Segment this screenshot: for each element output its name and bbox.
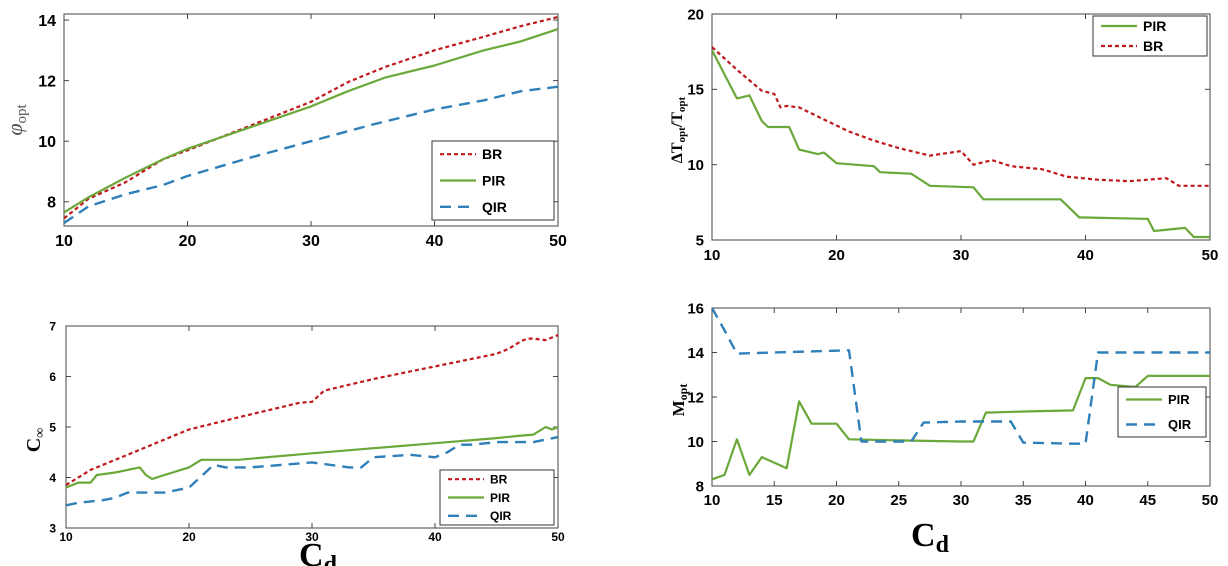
y-axis-label: C∞ xyxy=(23,428,48,452)
series-line-qir xyxy=(712,308,1210,445)
x-tick-label: 15 xyxy=(766,492,783,509)
x-axis-label: Cd xyxy=(911,517,950,558)
series-line-pir xyxy=(712,374,1210,481)
x-tick-label: 25 xyxy=(890,492,907,509)
legend-label-br: BR xyxy=(482,146,502,162)
y-tick-label: 4 xyxy=(49,471,56,485)
x-axis-label: Cd xyxy=(299,537,338,566)
y-tick-label: 12 xyxy=(687,389,704,406)
legend-box xyxy=(1092,15,1208,57)
legend-label-qir: QIR xyxy=(1168,417,1192,432)
series-line-qir xyxy=(64,85,558,224)
y-axis-label-part: C xyxy=(23,438,45,452)
x-tick-label: 20 xyxy=(828,492,845,509)
x-tick-label: 40 xyxy=(1077,247,1094,264)
legend-label-br: BR xyxy=(1143,38,1163,54)
x-tick-label: 45 xyxy=(1139,492,1156,509)
series-line-pir xyxy=(712,49,1210,239)
y-axis-label-part: opt xyxy=(14,104,30,124)
legend-label-qir: QIR xyxy=(482,199,507,215)
x-axis-label-main: C xyxy=(911,517,936,554)
series-line-br xyxy=(66,334,558,487)
y-tick-label: 5 xyxy=(696,232,704,249)
y-axis-label-part: opt xyxy=(676,384,690,401)
x-tick-label: 10 xyxy=(59,530,73,544)
y-tick-label: 8 xyxy=(47,195,56,212)
x-tick-label: 40 xyxy=(426,233,444,250)
y-tick-label: 12 xyxy=(38,73,56,90)
x-tick-label: 30 xyxy=(302,233,320,250)
y-tick-label: 3 xyxy=(49,521,56,535)
series-line-pir xyxy=(66,425,558,489)
x-tick-label: 20 xyxy=(828,247,845,264)
y-axis-label-part: ∞ xyxy=(33,428,48,438)
x-tick-label: 30 xyxy=(953,492,970,509)
x-tick-label: 40 xyxy=(1077,492,1094,509)
y-axis-label-part: φ xyxy=(2,124,27,136)
y-tick-label: 16 xyxy=(687,300,704,317)
legend-label-pir: PIR xyxy=(1168,392,1190,407)
x-tick-label: 50 xyxy=(1202,492,1219,509)
x-tick-label: 30 xyxy=(305,530,319,544)
legend-label-qir: QIR xyxy=(490,509,512,523)
x-tick-label: 40 xyxy=(428,530,442,544)
x-tick-label: 10 xyxy=(55,233,73,250)
series-line-br xyxy=(712,46,1210,187)
legend-label-pir: PIR xyxy=(1143,18,1166,34)
x-tick-label: 30 xyxy=(953,247,970,264)
y-axis-label: ΔTopt/Topt xyxy=(669,96,688,163)
y-tick-label: 7 xyxy=(49,319,56,333)
x-axis-label-sub: d xyxy=(936,532,950,558)
y-axis-label-part: ΔT xyxy=(669,142,686,163)
y-tick-label: 5 xyxy=(49,420,56,434)
x-axis-label-sub: d xyxy=(324,552,338,566)
x-tick-label: 10 xyxy=(704,247,721,264)
series-line-pir xyxy=(64,28,558,214)
legend-label-pir: PIR xyxy=(482,173,505,189)
y-tick-label: 10 xyxy=(38,134,56,151)
x-axis-label-main: C xyxy=(299,537,324,566)
legend-label-pir: PIR xyxy=(490,491,510,505)
y-tick-label: 8 xyxy=(696,478,704,495)
x-tick-label: 35 xyxy=(1015,492,1032,509)
y-axis-label: φopt xyxy=(2,104,30,136)
y-tick-label: 10 xyxy=(687,157,704,174)
series-line-br xyxy=(64,15,558,220)
y-axis-label-part: opt xyxy=(676,127,688,143)
x-tick-label: 10 xyxy=(704,492,721,509)
y-axis-label-part: opt xyxy=(676,96,688,112)
legend-box xyxy=(1117,386,1207,438)
x-tick-label: 50 xyxy=(551,530,565,544)
x-tick-label: 20 xyxy=(182,530,196,544)
series-line-qir xyxy=(66,435,558,507)
y-axis-label: Mopt xyxy=(669,384,690,417)
y-tick-label: 20 xyxy=(687,6,704,23)
x-tick-label: 20 xyxy=(179,233,197,250)
x-tick-label: 50 xyxy=(1202,247,1219,264)
x-tick-label: 50 xyxy=(549,233,567,250)
legend-label-br: BR xyxy=(490,472,508,486)
y-axis-label-part: M xyxy=(669,400,688,416)
y-tick-label: 14 xyxy=(687,345,704,362)
y-tick-label: 15 xyxy=(687,82,704,99)
y-tick-label: 6 xyxy=(49,370,56,384)
y-axis-label-part: /T xyxy=(669,112,686,128)
y-tick-label: 10 xyxy=(687,434,704,451)
y-tick-label: 14 xyxy=(38,13,56,30)
